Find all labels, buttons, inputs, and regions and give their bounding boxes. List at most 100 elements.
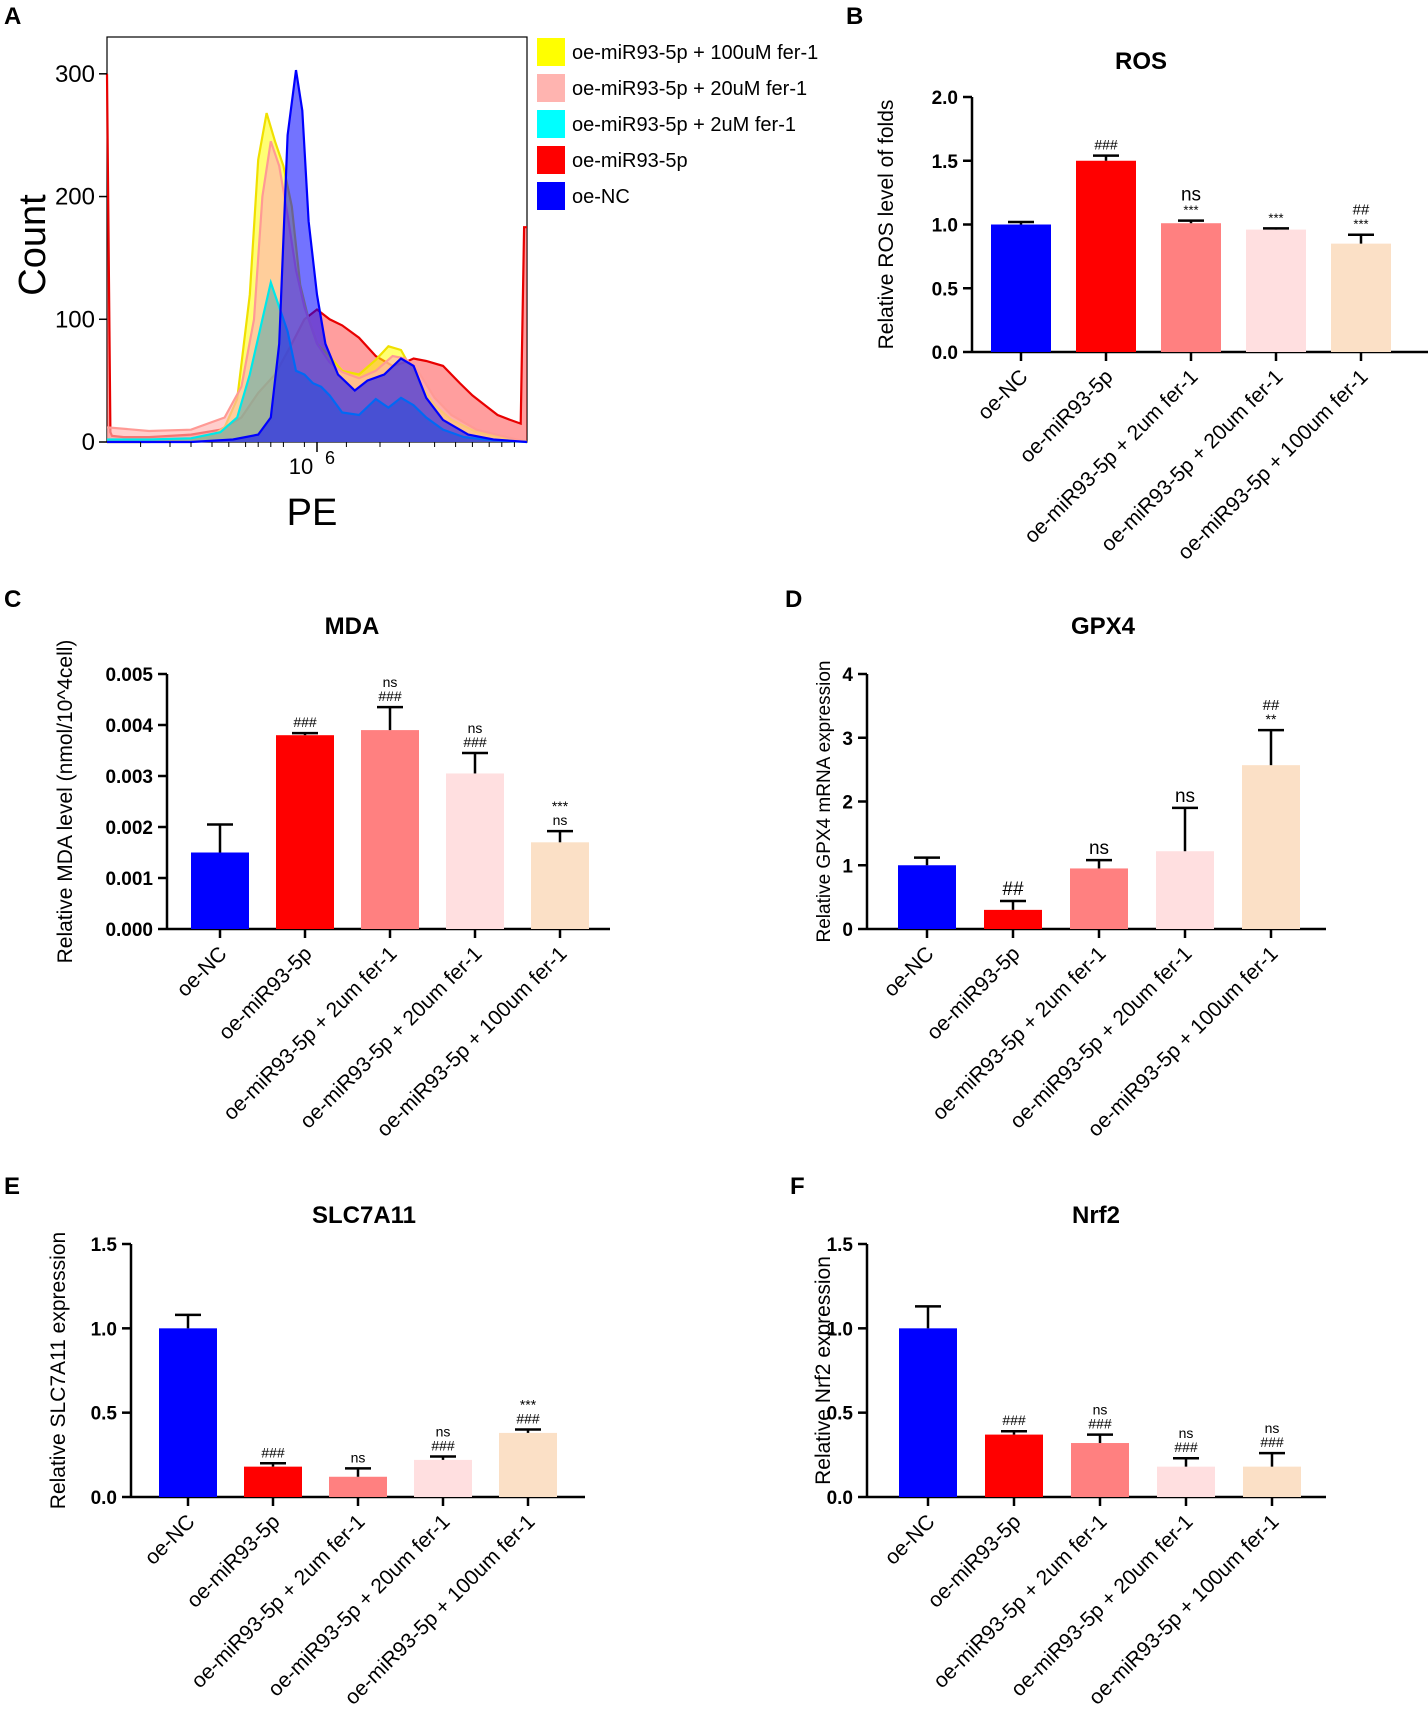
bar-e-1: [244, 1466, 302, 1497]
significance-label: ***: [1353, 217, 1368, 232]
bar-e-0: [159, 1328, 217, 1497]
y-tick-label: 0.5: [827, 1404, 854, 1425]
chart-title: SLC7A11: [312, 1202, 416, 1229]
bar-c-3: [446, 773, 504, 929]
chart-title: MDA: [325, 613, 380, 640]
x-tick-label: oe-miR93-5p + 2um fer-1: [219, 942, 402, 1125]
x-axis-label: PE: [287, 492, 338, 534]
y-tick-label: 300: [55, 61, 95, 88]
y-tick-label: 2.0: [932, 88, 958, 109]
significance-label: ns: [1181, 185, 1201, 206]
x-tick-label: oe-NC: [140, 1510, 199, 1569]
histogram-area-oe-nc: [107, 70, 527, 442]
bar-b-2: [1161, 223, 1221, 352]
y-tick-label: 1.5: [827, 1235, 854, 1256]
y-tick-label: 0.003: [105, 767, 153, 788]
y-tick-label: 0.0: [932, 343, 958, 364]
bar-d-4: [1242, 765, 1300, 929]
legend-swatch: [537, 182, 565, 210]
y-axis-label: Relative Nrf2 expression: [812, 1256, 835, 1485]
legend-label: oe-miR93-5p + 20uM fer-1: [572, 78, 807, 100]
significance-label: ***: [520, 1397, 537, 1413]
y-tick-label: 100: [55, 306, 95, 333]
x-tick-label: oe-miR93-5p + 2um fer-1: [929, 1510, 1112, 1693]
x-tick-label: oe-miR93-5p + 100um fer-1: [1083, 942, 1282, 1141]
y-tick-label: 0.5: [932, 279, 959, 300]
x-tick-exponent: 6: [325, 448, 335, 468]
panel-e: E SLC7A11 0.0 0.5 1.0 1.5 Relative SLC7A11 exp…: [4, 1173, 585, 1709]
bar-b-4: [1331, 243, 1391, 352]
panel-label-e: E: [4, 1173, 20, 1200]
panel-c: C MDA 0.000 0.001 0.002 0.003 0.004 0.005 Relati…: [4, 586, 610, 1141]
bar-b-3: [1246, 229, 1306, 352]
significance-label: ***: [1268, 210, 1283, 225]
legend-label: oe-NC: [572, 186, 630, 208]
significance-label: ns: [383, 674, 398, 690]
x-tick-label: oe-miR93-5p + 20um fer-1: [1097, 365, 1288, 556]
significance-label: ###: [293, 714, 317, 730]
x-tick-label: oe-NC: [880, 1510, 939, 1569]
x-tick-label: oe-miR93-5p + 20um fer-1: [1006, 942, 1197, 1133]
y-tick-label: 0: [842, 920, 853, 941]
legend-label: oe-miR93-5p + 100uM fer-1: [572, 42, 818, 64]
significance-label: ns: [1089, 838, 1109, 859]
significance-label: ###: [1088, 1416, 1112, 1432]
y-tick-label: 0.002: [105, 818, 153, 839]
chart-title: Nrf2: [1072, 1202, 1120, 1229]
bar-f-0: [899, 1328, 957, 1497]
significance-label: ##: [1002, 879, 1024, 900]
x-tick-label: oe-miR93-5p + 2um fer-1: [928, 942, 1111, 1125]
x-tick-label: oe-miR93-5p + 2um fer-1: [187, 1510, 370, 1693]
y-tick-label: 0: [82, 429, 95, 456]
histogram-line-oe-nc: [107, 69, 528, 444]
significance-label: ###: [516, 1411, 540, 1427]
significance-label: ns: [1175, 786, 1195, 807]
bar-f-3: [1157, 1466, 1215, 1497]
y-tick-label: 4: [842, 665, 853, 686]
y-tick-label: 1.0: [827, 1319, 853, 1340]
bar-c-4: [531, 842, 589, 929]
significance-label: ns: [1265, 1420, 1280, 1436]
x-tick-label: oe-miR93-5p + 20um fer-1: [1007, 1510, 1198, 1701]
significance-label: ##: [1263, 697, 1280, 714]
significance-label: ###: [1094, 137, 1118, 153]
significance-label: ns: [468, 720, 483, 736]
y-tick-label: 0.004: [105, 716, 153, 737]
y-axis-label: Relative GPX4 mRNA expression: [814, 661, 835, 943]
bar-c-1: [276, 735, 334, 929]
y-tick-label: 0.005: [105, 665, 153, 686]
x-tick-base: 10: [289, 454, 313, 479]
y-axis-label: Relative MDA level (nmol/10^4cell): [54, 640, 77, 964]
significance-label: ***: [552, 798, 569, 814]
y-tick-label: 0.000: [105, 920, 153, 941]
chart-title: GPX4: [1071, 613, 1136, 640]
bar-d-1: [984, 909, 1042, 929]
legend-label: oe-miR93-5p: [572, 150, 688, 172]
significance-label: ###: [1174, 1439, 1198, 1455]
chart-title: ROS: [1115, 48, 1167, 75]
significance-label: **: [1266, 711, 1277, 727]
significance-label: ***: [1183, 203, 1198, 218]
panel-d: D GPX4 0 1 2 3 4 Relative GPX4 mRNA expression o…: [785, 586, 1326, 1141]
bar-d-3: [1156, 851, 1214, 929]
panel-label-d: D: [785, 586, 802, 613]
y-tick-label: 1.5: [91, 1235, 118, 1256]
bar-e-2: [329, 1476, 387, 1497]
y-tick-label: 0.0: [91, 1488, 117, 1509]
significance-label: ##: [1353, 202, 1370, 219]
significance-label: ###: [463, 734, 487, 750]
significance-label: ns: [1093, 1402, 1108, 1418]
y-tick-label: 0.001: [105, 869, 153, 890]
significance-label: ###: [431, 1438, 455, 1454]
bar-e-3: [414, 1459, 472, 1497]
legend-swatch: [537, 38, 565, 66]
y-axis-label: Count: [12, 194, 54, 296]
y-tick-label: 200: [55, 184, 95, 211]
significance-label: ns: [351, 1449, 366, 1465]
bar-d-2: [1070, 868, 1128, 929]
bar-f-1: [985, 1434, 1043, 1497]
bar-c-2: [361, 730, 419, 929]
panel-label-a: A: [4, 3, 21, 30]
